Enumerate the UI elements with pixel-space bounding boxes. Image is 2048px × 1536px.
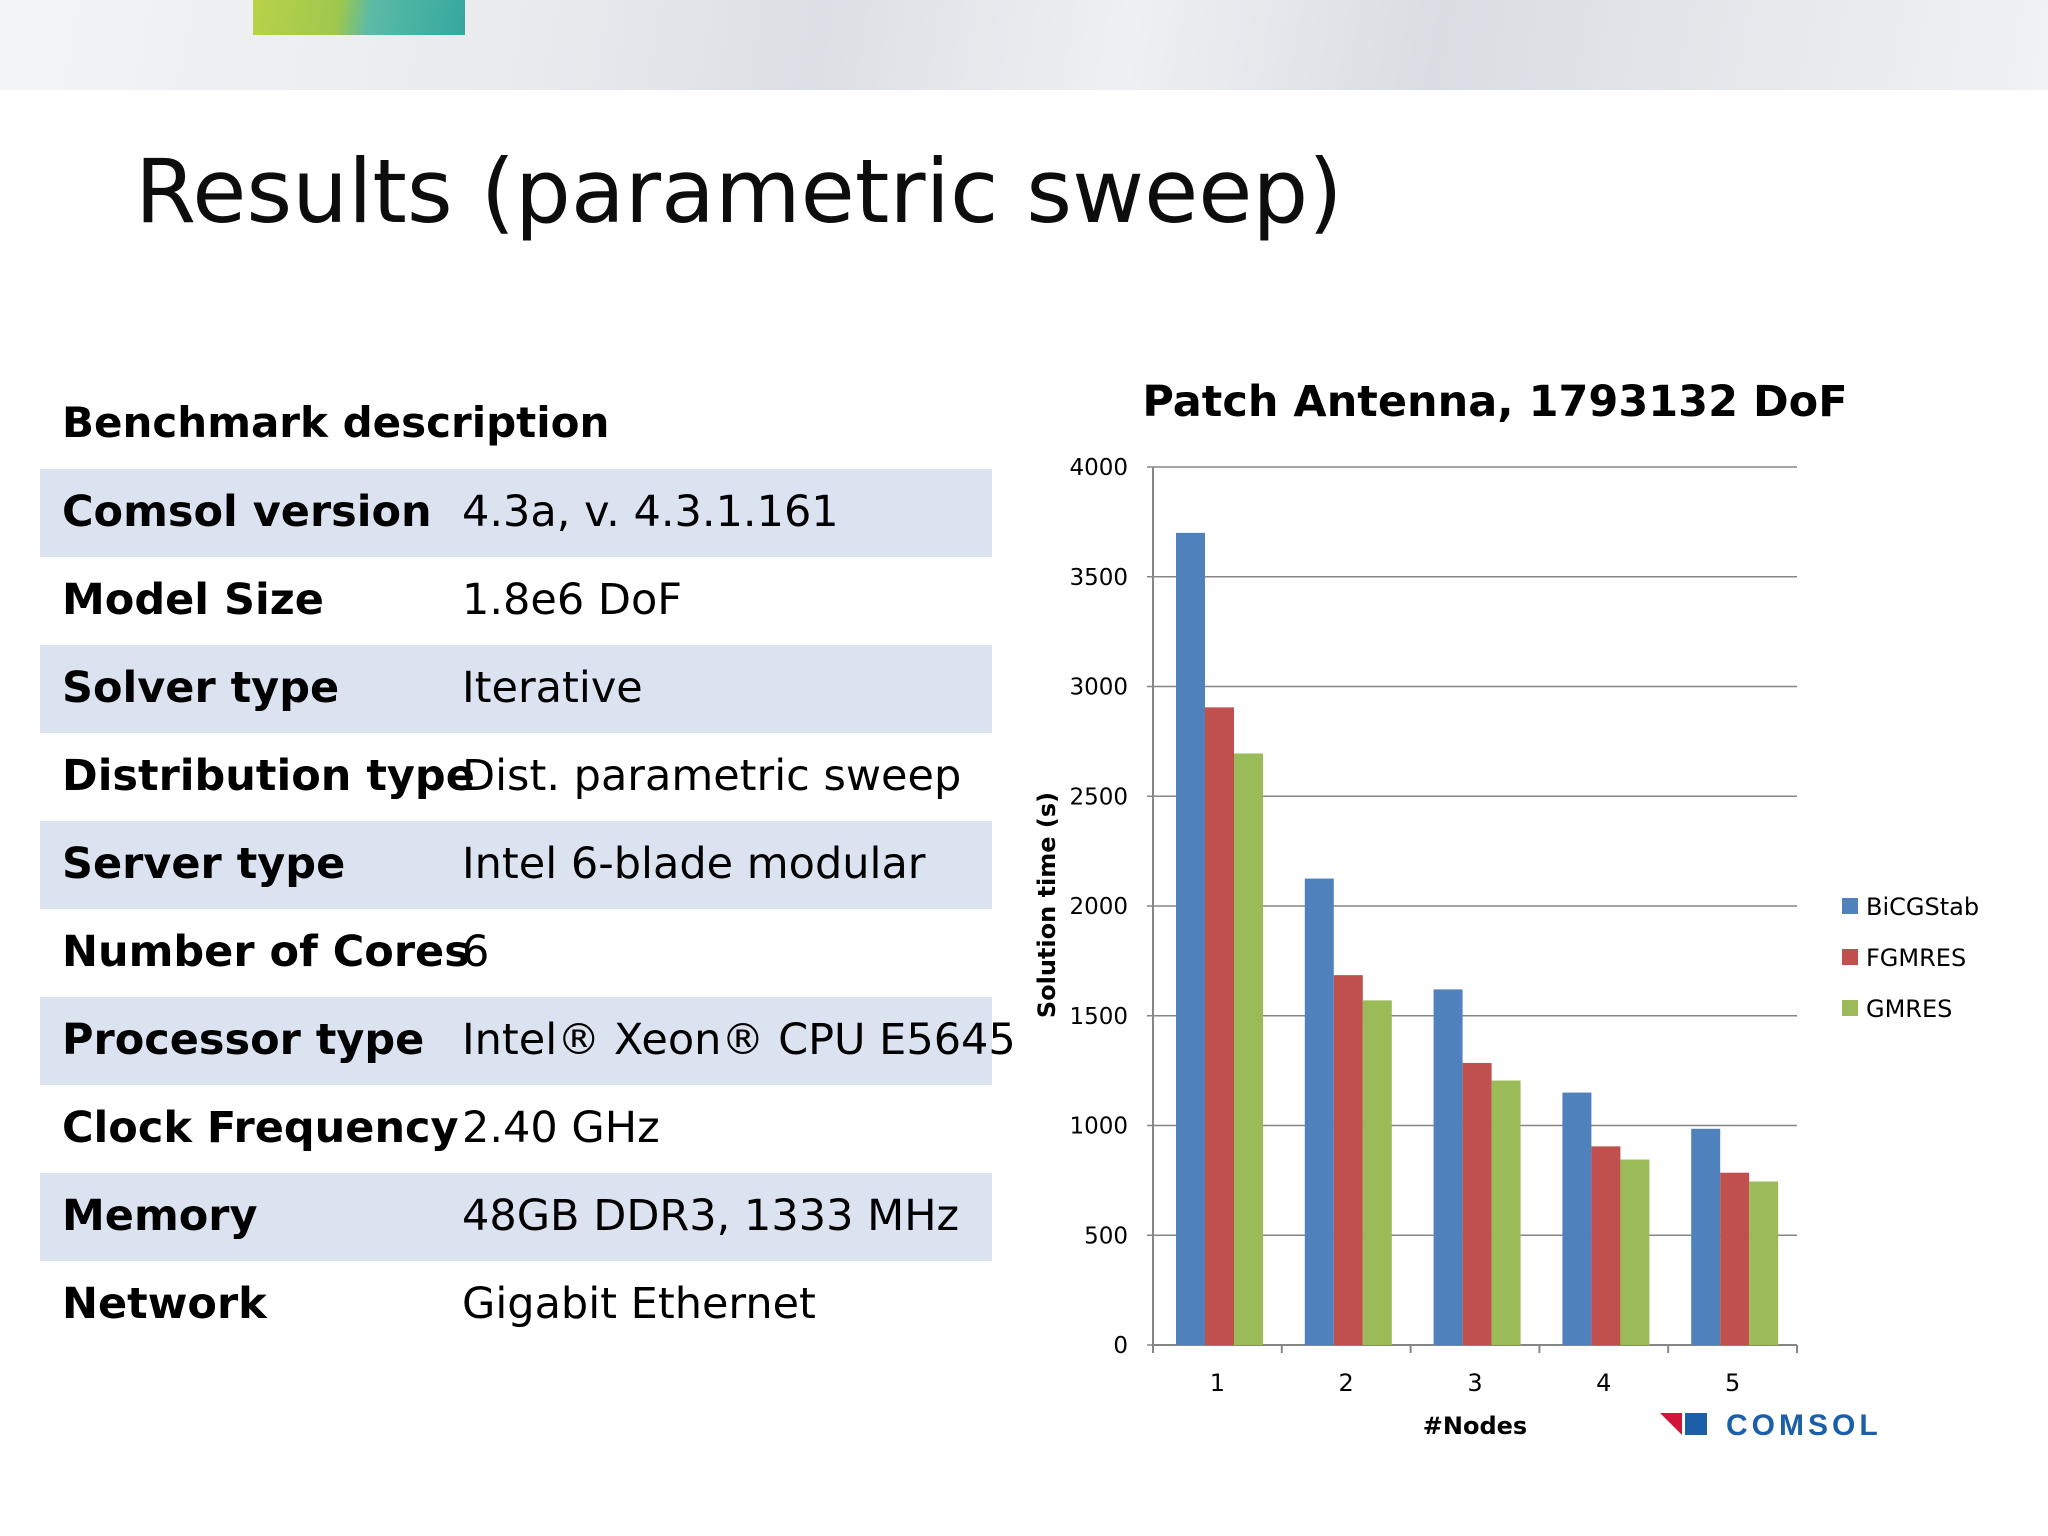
- y-tick-label: 3500: [1069, 565, 1128, 591]
- row-label: Clock Frequency: [62, 1103, 459, 1153]
- bar-fgmres-5: [1720, 1172, 1750, 1345]
- bar-gmres-3: [1491, 1080, 1521, 1345]
- row-value: Dist. parametric sweep: [462, 751, 962, 801]
- bar-bicgstab-5: [1691, 1128, 1721, 1345]
- bar-fgmres-3: [1462, 1062, 1492, 1345]
- bar-gmres-1: [1234, 753, 1263, 1345]
- table-row: Comsol version 4.3a, v. 4.3.1.161: [40, 469, 992, 557]
- table-row: Server type Intel 6-blade modular: [40, 821, 992, 909]
- row-value: Intel 6-blade modular: [462, 839, 926, 889]
- x-tick-label: 5: [1725, 1369, 1740, 1397]
- row-value: 48GB DDR3, 1333 MHz: [462, 1191, 960, 1241]
- benchmark-table: Comsol version 4.3a, v. 4.3.1.161 Model …: [40, 469, 1016, 1349]
- row-label: Model Size: [62, 575, 324, 625]
- legend-swatch-fgmres: [1842, 949, 1858, 965]
- y-tick-label: 1000: [1069, 1114, 1128, 1140]
- bar-bicgstab-4: [1562, 1092, 1592, 1345]
- y-tick-label: 4000: [1069, 455, 1128, 481]
- row-label: Comsol version: [62, 487, 432, 537]
- y-tick-label: 500: [1084, 1223, 1128, 1249]
- bar-fgmres-4: [1591, 1146, 1621, 1345]
- banner-graphic: [253, 0, 465, 35]
- y-tick-label: 0: [1113, 1333, 1128, 1359]
- row-value: 1.8e6 DoF: [462, 575, 683, 625]
- table-row: Memory 48GB DDR3, 1333 MHz: [40, 1173, 992, 1261]
- table-row: Network Gigabit Ethernet: [40, 1261, 992, 1349]
- chart-title: Patch Antenna, 1793132 DoF: [1142, 377, 1847, 427]
- row-label: Number of Cores: [62, 927, 470, 977]
- y-tick-label: 2500: [1069, 784, 1128, 810]
- legend-label-fgmres: FGMRES: [1866, 944, 1966, 972]
- legend-label-bicgstab: BiCGStab: [1866, 893, 1979, 921]
- row-value: 4.3a, v. 4.3.1.161: [462, 487, 839, 537]
- slide-title: Results (parametric sweep): [135, 140, 1343, 243]
- row-label: Solver type: [62, 663, 340, 713]
- bar-bicgstab-1: [1176, 532, 1205, 1345]
- x-tick-label: 4: [1596, 1369, 1611, 1397]
- benchmark-heading: Benchmark description: [62, 398, 610, 447]
- legend-label-gmres: GMRES: [1866, 995, 1952, 1023]
- legend-swatch-gmres: [1842, 1000, 1858, 1016]
- x-axis-label: #Nodes: [1423, 1412, 1527, 1440]
- table-row: Distribution type Dist. parametric sweep: [40, 733, 992, 821]
- bar-gmres-5: [1749, 1181, 1779, 1345]
- x-tick-label: 2: [1339, 1369, 1354, 1397]
- y-tick-label: 2000: [1069, 894, 1128, 920]
- row-value: 6: [462, 927, 490, 977]
- top-banner: [0, 0, 2048, 90]
- table-row: Model Size 1.8e6 DoF: [40, 557, 992, 645]
- table-row: Clock Frequency 2.40 GHz: [40, 1085, 992, 1173]
- row-label: Processor type: [62, 1015, 425, 1065]
- table-row: Solver type Iterative: [40, 645, 992, 733]
- y-axis-label: Solution time (s): [1033, 792, 1061, 1018]
- bar-fgmres-1: [1205, 707, 1234, 1345]
- y-tick-label: 3000: [1069, 675, 1128, 701]
- comsol-logo-square: [1685, 1413, 1707, 1435]
- row-value: Iterative: [462, 663, 643, 713]
- x-tick-label: 3: [1467, 1369, 1482, 1397]
- bar-fgmres-2: [1333, 975, 1363, 1345]
- table-row: Processor type Intel® Xeon® CPU E5645: [40, 997, 1016, 1085]
- bar-gmres-4: [1620, 1159, 1650, 1345]
- comsol-logo: COMSOL: [1660, 1409, 1882, 1442]
- row-value: 2.40 GHz: [462, 1103, 660, 1153]
- comsol-logo-text: COMSOL: [1726, 1409, 1882, 1442]
- row-value: Intel® Xeon® CPU E5645: [462, 1015, 1016, 1065]
- row-label: Server type: [62, 839, 346, 889]
- row-label: Memory: [62, 1191, 258, 1241]
- row-value: Gigabit Ethernet: [462, 1279, 816, 1329]
- bar-bicgstab-2: [1304, 878, 1334, 1345]
- y-tick-label: 1500: [1069, 1004, 1128, 1030]
- row-label: Distribution type: [62, 751, 475, 801]
- row-label: Network: [62, 1279, 267, 1329]
- bar-gmres-2: [1362, 1000, 1392, 1345]
- bar-bicgstab-3: [1433, 989, 1463, 1345]
- comsol-logo-mark: [1660, 1413, 1682, 1435]
- x-tick-label: 1: [1210, 1369, 1225, 1397]
- legend-swatch-bicgstab: [1842, 898, 1858, 914]
- table-row: Number of Cores 6: [40, 909, 992, 997]
